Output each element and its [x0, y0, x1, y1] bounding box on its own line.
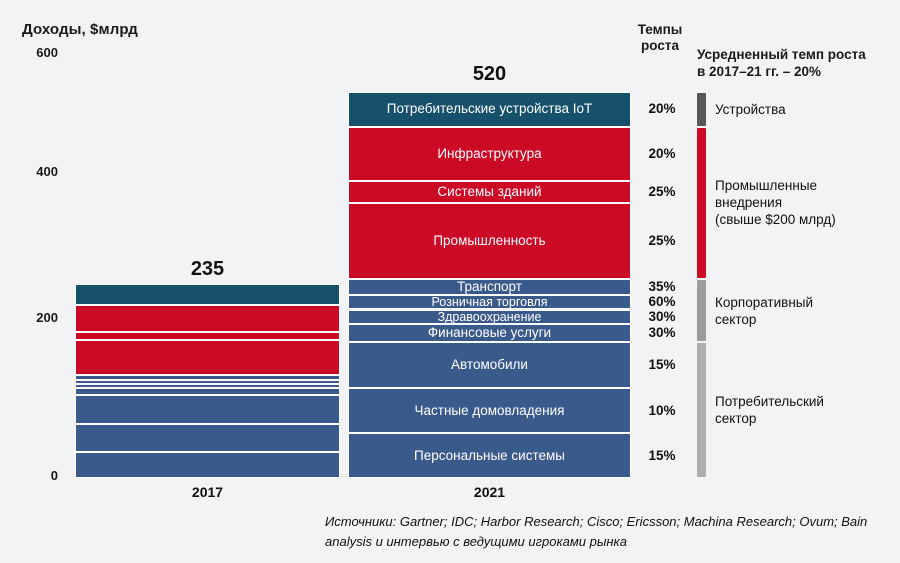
bar-segment [75, 331, 340, 341]
legend-color-bar [697, 343, 706, 477]
bar-segment-label: Частные домовладения [414, 402, 565, 418]
y-axis-tick-400: 400 [36, 164, 58, 179]
bar-segment-label: Здравоохранение [437, 309, 542, 324]
growth-rate-value: 60% [648, 294, 676, 310]
bar-segment-label: Потребительские устройства IoT [386, 101, 593, 117]
bar-segment [75, 383, 340, 388]
y-axis-tick-200: 200 [36, 310, 58, 325]
bar-segment: Финансовые услуги [348, 323, 631, 343]
bar-segment [75, 374, 340, 380]
bar-segment-label: Финансовые услуги [427, 324, 552, 340]
bar-2021: Потребительские устройства IoT Инфраструк… [348, 92, 631, 478]
growth-rate-value: 25% [648, 184, 676, 200]
growth-rate-value: 25% [648, 233, 676, 249]
growth-rate-header-line1: Темпы [637, 22, 683, 37]
legend-label-line: Промышленные [715, 178, 818, 194]
growth-rate-value: 20% [648, 101, 676, 117]
y-axis-tick-600: 600 [36, 45, 58, 60]
growth-rate-value: 15% [648, 447, 676, 463]
bar-segment: Автомобили [348, 342, 631, 389]
bar-segment-label: Системы зданий [437, 184, 542, 200]
bar-total-2021: 520 [472, 63, 507, 85]
bar-segment [75, 388, 340, 395]
bar-segment: Инфраструктура [348, 126, 631, 182]
source-note: Источники: Gartner; IDC; Harbor Research… [325, 514, 868, 549]
growth-rate-value: 20% [648, 145, 676, 161]
x-axis-label-2021: 2021 [473, 484, 506, 500]
legend-color-bar [697, 127, 706, 279]
bar-segment [75, 340, 340, 375]
bar-segment-label: Транспорт [457, 279, 522, 295]
legend-label-line: Корпоративный [715, 294, 814, 310]
bar-2017 [75, 284, 340, 478]
legend-label-line: Устройства [715, 101, 786, 117]
growth-rate-value: 30% [648, 324, 676, 340]
legend-color-bar [697, 93, 706, 126]
y-axis-title: Доходы, $млрд [22, 21, 138, 38]
bar-segment-label: Инфраструктура [437, 145, 542, 161]
growth-rate-value: 35% [648, 279, 676, 295]
legend-title-line1: Усредненный темп роста [697, 47, 866, 62]
bar-segment: Розничная торговля [348, 295, 631, 310]
growth-rate-value: 30% [648, 308, 676, 324]
growth-rate-value: 15% [648, 357, 676, 373]
legend-label-line: внедрения [715, 195, 783, 211]
bar-segment: Системы зданий [348, 181, 631, 204]
bar-segment [75, 305, 340, 332]
bar-segment [75, 424, 340, 452]
bar-segment [75, 379, 340, 384]
bar-segment [75, 451, 340, 478]
bar-segment: Здравоохранение [348, 309, 631, 324]
bar-segment-label: Розничная торговля [431, 295, 548, 310]
legend-label: Устройства [715, 101, 900, 118]
legend-title: Усредненный темп роста в 2017–21 гг. – 2… [697, 46, 897, 80]
legend-color-bar [697, 280, 706, 342]
bar-segment: Транспорт [348, 279, 631, 296]
x-axis-label-2017: 2017 [191, 484, 224, 500]
growth-rate-header-line2: роста [641, 38, 679, 53]
bar-segment: Персональные системы [348, 433, 631, 478]
legend-label: Корпоративный сектор [715, 294, 900, 328]
bar-segment: Промышленность [348, 203, 631, 280]
bar-segment: Частные домовладения [348, 388, 631, 434]
y-axis-tick-0: 0 [50, 468, 58, 483]
legend-label-line: Потребительский [715, 394, 824, 410]
bar-segment [75, 394, 340, 425]
bar-total-2017: 235 [190, 258, 225, 280]
bar-segment-label: Автомобили [451, 357, 528, 373]
bar-segment [75, 284, 340, 306]
growth-rate-value: 10% [648, 402, 676, 418]
bar-segment-label: Промышленность [433, 233, 546, 249]
growth-rate-header: Темпы роста [630, 22, 690, 54]
legend-label: Потребительский сектор [715, 393, 900, 427]
bar-segment: Потребительские устройства IoT [348, 92, 631, 127]
legend-label-line: сектор [715, 311, 757, 327]
legend-label-line: (свыше $200 млрд) [715, 212, 836, 228]
legend-title-line2: в 2017–21 гг. – 20% [697, 64, 822, 79]
legend-label-line: сектор [715, 411, 757, 427]
bar-segment-label: Персональные системы [414, 447, 565, 463]
legend-label: Промышленные внедрения (свыше $200 млрд) [715, 177, 900, 228]
